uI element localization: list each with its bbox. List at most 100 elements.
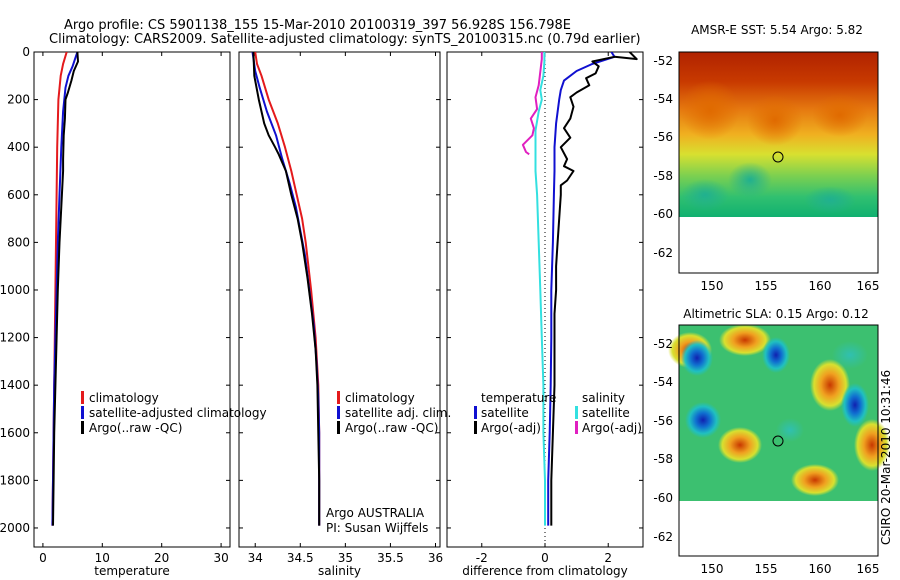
sla-high-patch	[854, 419, 890, 471]
tick-label: -56	[653, 130, 673, 144]
legend-swatch-temp-satellite	[474, 406, 477, 419]
legend-label-satellite: satellite adj. clim.	[345, 406, 451, 420]
legend-swatch-sal-argo	[575, 421, 578, 434]
tick-label: -52	[653, 54, 673, 68]
legend-swatch-satellite	[81, 406, 84, 419]
y-tick-label: 2000	[0, 521, 30, 535]
x-tick-label: 35.5	[377, 551, 404, 565]
tick-label: -52	[653, 337, 673, 351]
temperature-legend: climatology satellite-adjusted climatolo…	[81, 391, 267, 435]
legend-label-sal-satellite: satellite	[582, 406, 630, 420]
sst-cool-patch	[804, 186, 856, 214]
series-group	[51, 52, 79, 526]
x-tick-label: 20	[154, 551, 169, 565]
sla-high-patch	[791, 464, 839, 496]
timestamp-label: CSIRO 20-Mar-2010 10:31:46	[879, 370, 893, 545]
legend-label-sal-argo: Argo(-adj)	[582, 421, 642, 435]
y-tick-label: 1600	[0, 426, 30, 440]
series-line-salinity-argo-adj-	[521, 52, 543, 156]
sla-map: Altimetric SLA: 0.15 Argo: 0.12 150 155 …	[653, 307, 890, 576]
x-tick-label: 30	[213, 551, 228, 565]
series-group	[251, 52, 321, 526]
tick-label: -56	[653, 414, 673, 428]
tick-label: 160	[809, 279, 832, 293]
series-line-argo-raw-qc-	[252, 52, 321, 526]
sst-map-frame	[678, 51, 879, 274]
x-tick-label: 35	[338, 551, 353, 565]
tick-label: 165	[857, 562, 880, 576]
sst-warm-patch	[680, 80, 740, 140]
tick-label: -62	[653, 246, 673, 260]
tick-label: 160	[809, 562, 832, 576]
y-tick-label: 1000	[0, 283, 30, 297]
sla-high-patch	[810, 359, 850, 411]
tick-label: -58	[653, 169, 673, 183]
x-axis-label: salinity	[318, 564, 361, 578]
temperature-chart: 0 10 20 30 temperature 0 200 400 600 800 1000 1200 1…	[0, 45, 230, 578]
legend-heading-salinity: salinity	[582, 391, 625, 405]
tick-label: 165	[857, 279, 880, 293]
sla-high-patch	[719, 324, 771, 356]
difference-legend-salinity: salinity satellite Argo(-adj)	[575, 391, 642, 435]
sst-map-title: AMSR-E SST: 5.54 Argo: 5.82	[691, 23, 863, 37]
tick-label: -60	[653, 207, 673, 221]
legend-label-temp-argo: Argo(-adj)	[481, 421, 541, 435]
y-tick-label: 1800	[0, 473, 30, 487]
legend-label-satellite: satellite-adjusted climatology	[89, 406, 267, 420]
figure-title-line2: Climatology: CARS2009. Satellite-adjuste…	[49, 32, 641, 47]
sla-low-patch	[832, 341, 868, 369]
tick-label: -62	[653, 530, 673, 544]
legend-swatch-argo	[337, 421, 340, 434]
y-tick-label: 600	[7, 188, 30, 202]
y-tick-label: 400	[7, 140, 30, 154]
tick-label: 155	[755, 279, 778, 293]
x-tick-label: 2	[604, 551, 612, 565]
sla-nodata	[679, 501, 878, 556]
tick-label: 150	[701, 562, 724, 576]
series-line-temperature-argo-adj-	[550, 52, 638, 526]
sst-cool-patch	[681, 179, 729, 211]
argo-location-marker	[772, 435, 784, 447]
y-tick-label: 800	[7, 235, 30, 249]
x-tick-label: 0	[541, 551, 549, 565]
sla-low-patch	[685, 402, 721, 438]
series-line-argo-raw-qc-	[52, 52, 79, 526]
legend-swatch-argo	[81, 421, 84, 434]
x-tick-label: -2	[476, 551, 488, 565]
legend-swatch-climatology	[337, 391, 340, 404]
y-tick-label: 1200	[0, 331, 30, 345]
sst-warm-patch	[812, 93, 868, 137]
salinity-legend: climatology satellite adj. clim. Argo(..…	[337, 391, 451, 435]
legend-swatch-temp-argo	[474, 421, 477, 434]
x-axis-label: temperature	[94, 564, 169, 578]
sst-warm-patch	[747, 94, 803, 146]
difference-legend-temperature: temperature satellite Argo(-adj)	[474, 391, 556, 435]
sst-cool-patch	[728, 162, 772, 198]
legend-swatch-sal-satellite	[575, 406, 578, 419]
sla-low-patch	[681, 340, 713, 376]
x-tick-label: 36	[428, 551, 443, 565]
salinity-chart: 34 34.5 35 35.5 36 salinity	[239, 51, 443, 578]
x-tick-label: 10	[95, 551, 110, 565]
legend-label-climatology: climatology	[345, 391, 415, 405]
tick-label: 155	[755, 562, 778, 576]
legend-label-argo: Argo(..raw -QC)	[345, 421, 438, 435]
salinity-annotation-line1: Argo AUSTRALIA	[326, 506, 425, 520]
x-tick-label: 34	[248, 551, 263, 565]
tick-label: 150	[701, 279, 724, 293]
tick-label: -60	[653, 491, 673, 505]
sst-nodata	[679, 217, 878, 273]
sla-high-patch	[718, 427, 762, 463]
argo-location-marker	[772, 151, 784, 163]
legend-label-argo: Argo(..raw -QC)	[89, 421, 182, 435]
legend-swatch-satellite	[337, 406, 340, 419]
legend-label-climatology: climatology	[89, 391, 159, 405]
sla-low-patch	[841, 383, 869, 427]
series-group	[521, 52, 638, 526]
x-axis-label: difference from climatology	[462, 564, 628, 578]
figure-title-line1: Argo profile: CS 5901138_155 15-Mar-2010…	[64, 18, 571, 33]
legend-label-temp-satellite: satellite	[481, 406, 529, 420]
series-line-salinity-satellite	[534, 52, 546, 526]
